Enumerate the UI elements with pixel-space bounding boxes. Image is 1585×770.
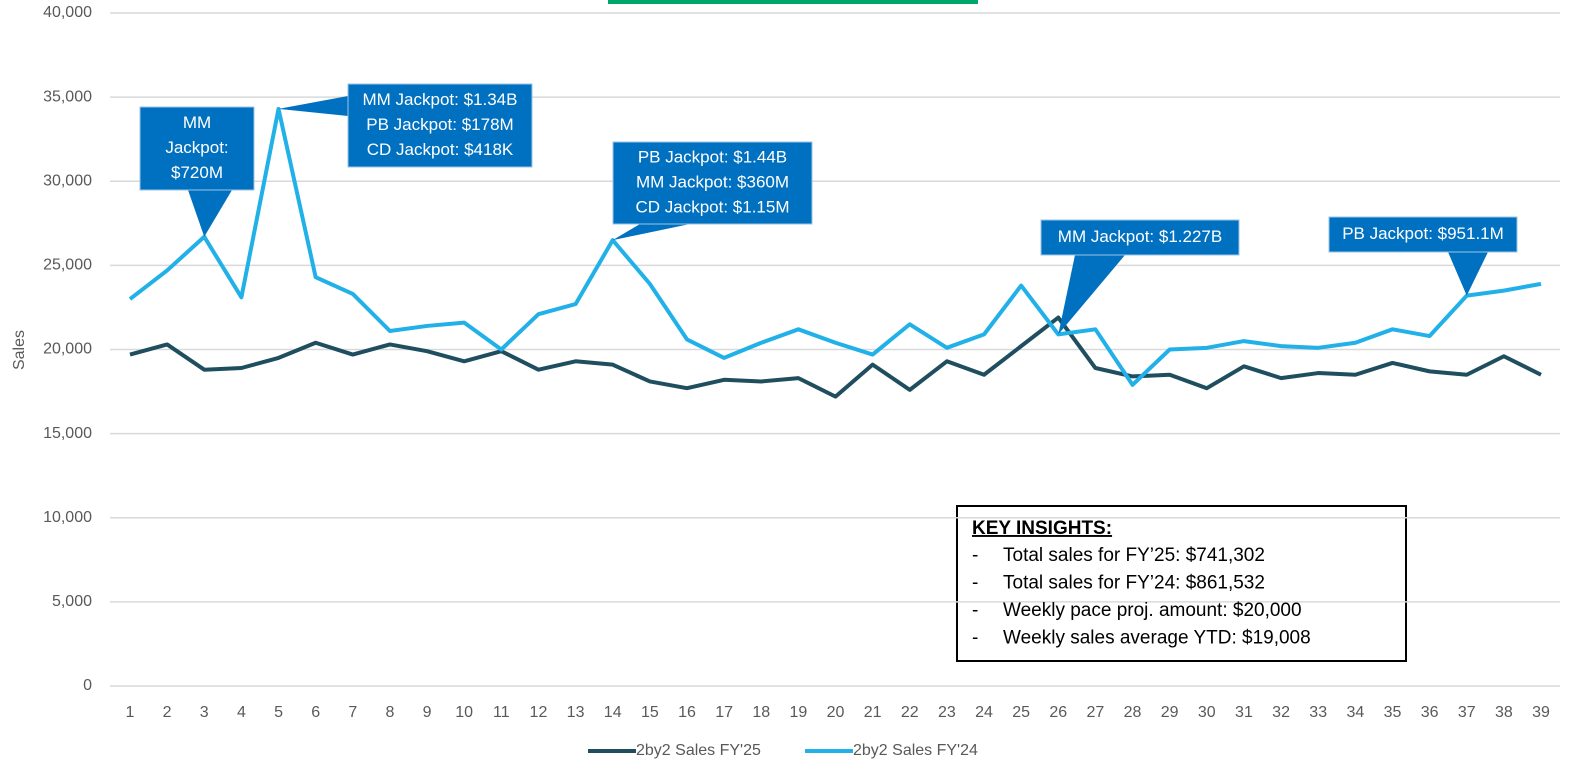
insights-bullet: - (972, 573, 978, 594)
x-tick-label: 32 (1272, 704, 1290, 721)
y-tick-label: 5,000 (52, 593, 92, 610)
callout-text: PB Jackpot: $178M (366, 115, 513, 134)
x-tick-label: 18 (752, 704, 770, 721)
x-tick-label: 24 (975, 704, 993, 721)
x-tick-label: 34 (1346, 704, 1364, 721)
x-tick-label: 19 (789, 704, 807, 721)
x-tick-label: 16 (678, 704, 696, 721)
y-tick-label: 15,000 (43, 425, 92, 442)
x-tick-label: 7 (348, 704, 357, 721)
legend-label: 2by2 Sales FY'25 (636, 742, 761, 759)
x-tick-label: 15 (641, 704, 659, 721)
insights-title: KEY INSIGHTS: (972, 518, 1112, 539)
callout-box (1328, 216, 1518, 253)
callout-box (1040, 219, 1240, 256)
callout-text: $720M (171, 163, 223, 182)
x-tick-label: 1 (126, 704, 135, 721)
x-tick-label: 9 (423, 704, 432, 721)
callout-pointer (278, 96, 348, 116)
y-tick-label: 0 (83, 677, 92, 694)
x-tick-label: 11 (493, 704, 510, 721)
x-tick-label: 2 (163, 704, 172, 721)
x-tick-label: 5 (274, 704, 283, 721)
callout-box (347, 83, 533, 168)
y-tick-label: 40,000 (43, 4, 92, 21)
callout-pointer (612, 224, 690, 241)
insights-bullet: - (972, 600, 978, 621)
insights-item: Weekly sales average YTD: $19,008 (1003, 628, 1311, 649)
callout-text: CD Jackpot: $418K (367, 140, 514, 159)
callout-text: MM Jackpot: $1.34B (363, 90, 518, 109)
x-tick-label: 22 (901, 704, 919, 721)
callout-pointer (188, 190, 232, 237)
x-tick-label: 39 (1532, 704, 1550, 721)
callout-text: Jackpot: (165, 138, 228, 157)
callout-box (612, 141, 813, 225)
x-tick-label: 38 (1495, 704, 1513, 721)
x-tick-label: 17 (715, 704, 733, 721)
x-tick-label: 29 (1161, 704, 1179, 721)
x-tick-label: 10 (455, 704, 473, 721)
callout-text: PB Jackpot: $1.44B (638, 147, 787, 166)
x-tick-label: 8 (385, 704, 394, 721)
insights-item: Total sales for FY’25: $741,302 (1003, 545, 1265, 566)
x-tick-label: 3 (200, 704, 209, 721)
insights-item: Total sales for FY’24: $861,532 (1003, 573, 1265, 594)
x-tick-label: 21 (864, 704, 882, 721)
title-bar (608, 0, 978, 4)
callout-pointer (1058, 255, 1125, 335)
x-tick-label: 23 (938, 704, 956, 721)
x-tick-label: 35 (1384, 704, 1402, 721)
x-tick-label: 33 (1309, 704, 1327, 721)
callout-text: MM Jackpot: $1.227B (1058, 227, 1222, 246)
callout-text: MM (183, 113, 211, 132)
callout-pointer (1448, 252, 1488, 296)
insights-bullet: - (972, 545, 978, 566)
x-tick-label: 31 (1235, 704, 1253, 721)
callout-text: PB Jackpot: $951.1M (1342, 224, 1504, 243)
x-tick-label: 4 (237, 704, 246, 721)
callout-text: CD Jackpot: $1.15M (635, 197, 789, 216)
series-line (128, 106, 1542, 387)
insights-item: Weekly pace proj. amount: $20,000 (1003, 600, 1302, 621)
callout-text: MM Jackpot: $360M (636, 172, 789, 191)
insights-bullet: - (972, 628, 978, 649)
x-tick-label: 13 (567, 704, 585, 721)
x-tick-label: 12 (530, 704, 548, 721)
y-tick-label: 20,000 (43, 341, 92, 358)
x-tick-label: 20 (827, 704, 845, 721)
x-tick-label: 28 (1124, 704, 1142, 721)
x-tick-label: 37 (1458, 704, 1476, 721)
y-tick-label: 10,000 (43, 509, 92, 526)
x-tick-label: 27 (1087, 704, 1105, 721)
x-tick-label: 25 (1012, 704, 1030, 721)
y-axis-label: Sales (11, 330, 28, 370)
x-tick-label: 36 (1421, 704, 1439, 721)
x-tick-label: 14 (604, 704, 622, 721)
insights-box (956, 505, 1407, 662)
x-tick-label: 26 (1049, 704, 1067, 721)
y-tick-label: 25,000 (43, 257, 92, 274)
callout-box (139, 106, 255, 191)
y-tick-label: 35,000 (43, 88, 92, 105)
x-tick-label: 6 (311, 704, 320, 721)
y-tick-label: 30,000 (43, 172, 92, 189)
legend-label: 2by2 Sales FY'24 (853, 742, 978, 759)
series-line (129, 315, 1542, 399)
x-tick-label: 30 (1198, 704, 1216, 721)
